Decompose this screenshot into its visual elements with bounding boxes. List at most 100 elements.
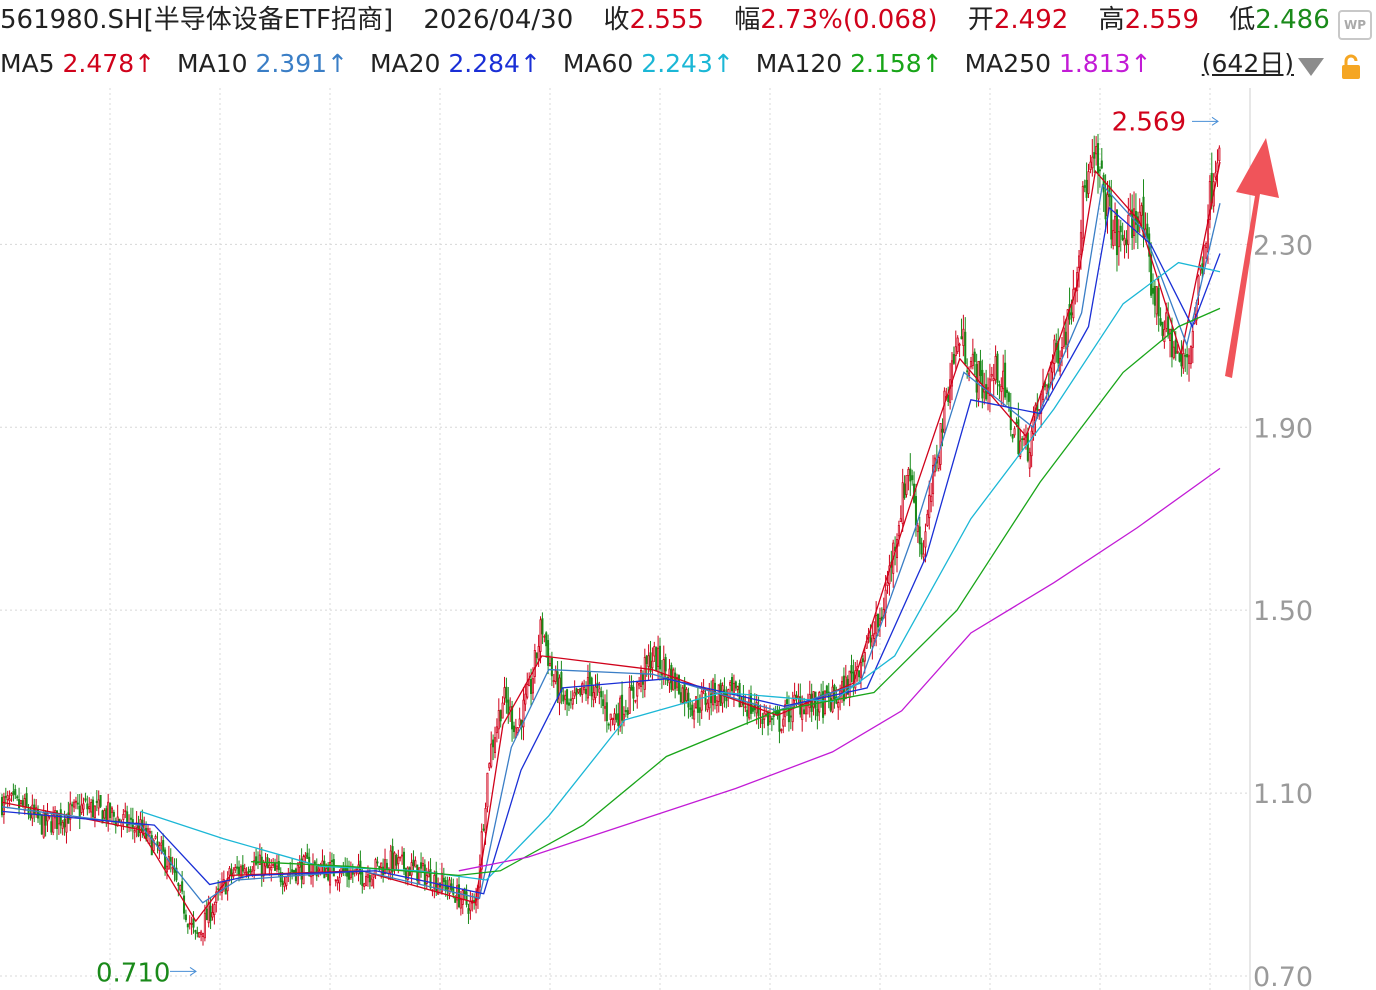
candle-body	[1102, 174, 1105, 193]
candle-body	[497, 710, 500, 730]
candle-body	[715, 700, 718, 707]
chevron-down-icon[interactable]	[1298, 58, 1324, 76]
candle-body	[90, 802, 93, 813]
candle-body	[579, 687, 582, 696]
candle-body	[920, 542, 923, 555]
candle-body	[10, 793, 13, 796]
candle-body	[693, 710, 696, 720]
candle-body	[1093, 152, 1096, 159]
candle-body	[416, 864, 419, 881]
candle-body	[543, 635, 546, 638]
ma120-value: 2.158↑	[850, 49, 943, 78]
candle-body	[613, 713, 616, 725]
open-value: 2.492	[993, 5, 1069, 35]
candle-body	[691, 704, 694, 716]
wp-badge-icon[interactable]: WP	[1338, 10, 1372, 40]
ma60-line	[140, 261, 1221, 881]
candle-body	[816, 708, 819, 717]
period-selector[interactable]: (642日)	[1201, 49, 1294, 78]
candle-body	[207, 902, 210, 924]
candle-body	[203, 912, 206, 939]
candle-body	[530, 678, 533, 695]
candle-body	[969, 360, 972, 368]
candle-body	[909, 468, 912, 482]
candle-body	[577, 689, 580, 693]
candle-body	[323, 860, 326, 879]
candle-body	[425, 874, 428, 885]
ma250-line	[458, 467, 1221, 872]
candle-body	[1163, 329, 1166, 343]
ma20-line	[1, 206, 1221, 895]
candle-body	[183, 895, 186, 914]
candle-body	[1205, 243, 1208, 248]
candlestick-chart[interactable]: 2.30 1.90 1.50 1.10 0.70 2.569 0.710	[0, 88, 1376, 990]
candle-body	[1180, 353, 1183, 367]
y-tick-label: 2.30	[1253, 230, 1313, 261]
candle-body	[583, 687, 586, 691]
candle-body	[0, 797, 4, 816]
candle-body	[1182, 353, 1185, 369]
candle-body	[84, 798, 87, 801]
candle-body	[133, 829, 136, 833]
candle-body	[784, 704, 787, 718]
candle-body	[122, 813, 125, 820]
candle-body	[1017, 419, 1020, 455]
candle-body	[1218, 147, 1221, 162]
candle-body	[822, 691, 825, 718]
candle-body	[69, 803, 72, 820]
candle-body	[641, 673, 644, 685]
candle-body	[78, 805, 81, 818]
lock-icon[interactable]	[1340, 54, 1362, 80]
candle-body	[786, 699, 789, 705]
candle-body	[859, 662, 863, 678]
candle-body	[932, 464, 935, 495]
candle-body	[780, 729, 783, 731]
candle-body	[95, 800, 98, 804]
candle-body	[1119, 225, 1122, 233]
candle-body	[239, 866, 242, 878]
candle-body	[410, 862, 413, 876]
candle-body	[385, 862, 388, 870]
candle-body	[638, 683, 641, 686]
candle-body	[376, 861, 379, 864]
candle-body	[1184, 354, 1187, 357]
candle-body	[548, 663, 552, 667]
candle-body	[31, 804, 34, 819]
candle-body	[105, 808, 108, 822]
candle-body	[255, 856, 258, 865]
candle-body	[943, 390, 946, 433]
candle-body	[990, 373, 993, 377]
candle-body	[258, 854, 261, 865]
candle-body	[1191, 330, 1194, 348]
candle-body	[664, 657, 667, 672]
candle-body	[99, 795, 102, 807]
candle-body	[42, 812, 45, 838]
candle-body	[401, 854, 404, 857]
candle-body	[757, 705, 760, 716]
candle-body	[658, 645, 662, 670]
candle-body	[420, 862, 423, 869]
candle-body	[8, 798, 11, 802]
candle-body	[1165, 312, 1168, 329]
candle-body	[554, 670, 557, 682]
candle-body	[427, 870, 430, 878]
candle-body	[1115, 209, 1118, 256]
candle-body	[588, 671, 591, 685]
candle-body	[402, 851, 406, 870]
candle-body	[840, 681, 844, 693]
candle-body	[861, 658, 864, 663]
candle-body	[1085, 179, 1088, 198]
candle-body	[1161, 321, 1164, 336]
candle-body	[294, 868, 297, 882]
candle-body	[14, 789, 17, 796]
symbol-name[interactable]: 561980.SH[半导体设备ETF招商]	[0, 5, 394, 35]
candle-body	[531, 678, 534, 694]
candle-body	[522, 699, 525, 728]
candle-body	[605, 702, 608, 722]
candle-body	[988, 378, 991, 396]
candle-body	[609, 713, 612, 720]
candle-body	[418, 867, 421, 885]
candle-body	[886, 582, 889, 586]
candle-body	[907, 469, 910, 476]
candle-body	[738, 682, 741, 708]
